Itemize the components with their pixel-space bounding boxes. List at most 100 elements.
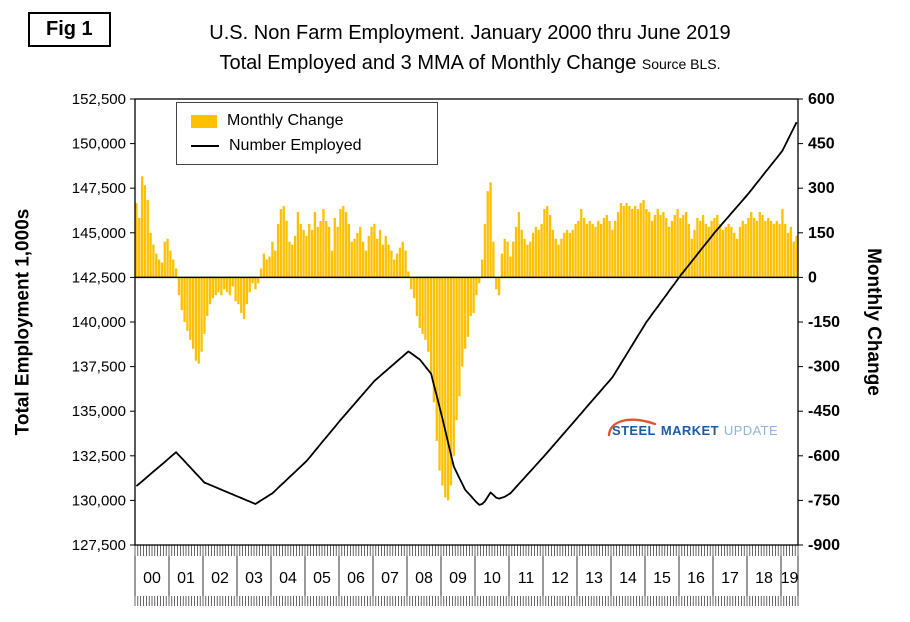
monthly-change-bar: [220, 277, 223, 296]
monthly-change-bar: [225, 277, 229, 293]
monthly-change-bar: [302, 229, 305, 278]
monthly-change-bar: [531, 232, 535, 278]
x-year-label: 06: [347, 570, 365, 587]
monthly-change-bar: [276, 223, 280, 278]
monthly-change-bar: [534, 226, 538, 278]
monthly-change-bar: [509, 256, 512, 278]
monthly-change-bar: [789, 226, 793, 278]
x-year-label: 19: [781, 570, 799, 587]
x-year-label: 12: [551, 570, 569, 587]
monthly-change-bar: [330, 250, 334, 278]
monthly-change-bar: [724, 226, 727, 278]
monthly-change-bar: [548, 214, 552, 278]
monthly-change-bar: [563, 232, 566, 278]
monthly-change-bar: [716, 214, 719, 278]
monthly-change-bar: [557, 244, 560, 278]
y-left-tick-label: 152,500: [72, 91, 126, 108]
monthly-change-bar: [631, 209, 634, 278]
monthly-change-bar: [138, 217, 141, 278]
monthly-change-bar: [183, 277, 186, 322]
monthly-change-bar: [322, 209, 325, 278]
monthly-change-bar: [325, 220, 328, 278]
monthly-change-bar: [611, 229, 614, 278]
monthly-change-bar: [605, 214, 608, 278]
monthly-change-bar: [336, 226, 339, 278]
monthly-change-bar: [514, 226, 518, 278]
monthly-change-bar: [568, 232, 572, 278]
monthly-change-bar: [438, 277, 441, 471]
monthly-change-bar: [551, 229, 555, 278]
monthly-change-bar: [673, 214, 676, 278]
legend-line-swatch: [191, 145, 219, 147]
monthly-change-bar: [274, 250, 277, 278]
right-axis-title: Monthly Change: [863, 248, 884, 396]
monthly-change-bar: [625, 203, 628, 278]
monthly-change-bar: [262, 253, 266, 278]
monthly-change-bar: [755, 220, 759, 278]
monthly-change-bar: [410, 277, 413, 290]
monthly-change-bar: [628, 206, 631, 278]
watermark-logo: STEEL MARKET UPDATE: [607, 418, 778, 440]
monthly-change-bar: [497, 277, 501, 296]
monthly-change-bar: [359, 226, 362, 278]
monthly-change-bar: [313, 211, 317, 278]
monthly-change-bar: [767, 217, 770, 278]
monthly-change-bar: [483, 223, 487, 278]
monthly-change-bar: [384, 235, 387, 278]
monthly-change-bar: [665, 217, 668, 278]
monthly-change-bar: [469, 277, 472, 317]
monthly-change-bar: [435, 277, 438, 441]
monthly-change-bar: [251, 277, 254, 284]
figure-number-label: Fig 1: [46, 18, 93, 40]
monthly-change-bar: [523, 238, 526, 278]
monthly-change-bar: [327, 226, 331, 278]
monthly-change-bar: [455, 277, 458, 421]
monthly-change-bar: [560, 238, 563, 278]
monthly-change-bar: [786, 232, 790, 278]
monthly-change-bar: [407, 271, 410, 278]
monthly-change-bar: [795, 235, 798, 278]
monthly-change-bar: [750, 211, 753, 278]
monthly-change-bar: [160, 262, 164, 278]
monthly-change-bar: [639, 203, 642, 278]
monthly-change-bar: [614, 220, 617, 278]
monthly-change-bar: [378, 229, 382, 278]
monthly-change-bar: [191, 277, 195, 349]
monthly-change-bar: [458, 277, 461, 397]
monthly-change-bar: [478, 277, 481, 284]
monthly-change-bar: [206, 277, 209, 317]
monthly-change-bar: [282, 206, 285, 278]
monthly-change-bar: [174, 268, 178, 278]
monthly-change-bar: [721, 229, 725, 278]
x-year-label: 03: [245, 570, 263, 587]
monthly-change-bar: [730, 226, 733, 278]
monthly-change-bar: [554, 238, 557, 278]
monthly-change-bar: [316, 226, 319, 278]
y-left-tick-label: 137,500: [72, 359, 126, 376]
monthly-change-bar: [421, 277, 424, 334]
y-left-tick-label: 140,000: [72, 314, 126, 331]
y-right-tick-label: -600: [808, 448, 840, 465]
monthly-change-bar: [656, 209, 659, 278]
y-left-tick-label: 142,500: [72, 269, 126, 286]
x-year-label: 16: [687, 570, 705, 587]
monthly-change-bar: [520, 229, 523, 278]
x-year-label: 15: [653, 570, 671, 587]
figure-number-box: Fig 1: [28, 12, 111, 47]
monthly-change-bar: [466, 277, 470, 337]
monthly-change-bar: [636, 209, 640, 278]
monthly-change-bar: [738, 226, 742, 278]
monthly-change-bar: [769, 220, 773, 278]
monthly-change-bar: [486, 191, 489, 278]
plot-border: [134, 98, 799, 546]
monthly-change-bar: [758, 211, 761, 278]
monthly-change-bar: [588, 220, 591, 278]
x-year-label: 10: [483, 570, 501, 587]
y-right-tick-label: 600: [808, 91, 835, 108]
monthly-change-bar: [667, 226, 671, 278]
monthly-change-bar: [707, 226, 710, 278]
monthly-change-bar: [208, 277, 212, 305]
monthly-change-bar: [364, 250, 368, 278]
watermark-word-steel: STEEL: [612, 423, 656, 438]
chart-title-line2: Total Employed and 3 MMA of Monthly Chan…: [40, 52, 900, 75]
